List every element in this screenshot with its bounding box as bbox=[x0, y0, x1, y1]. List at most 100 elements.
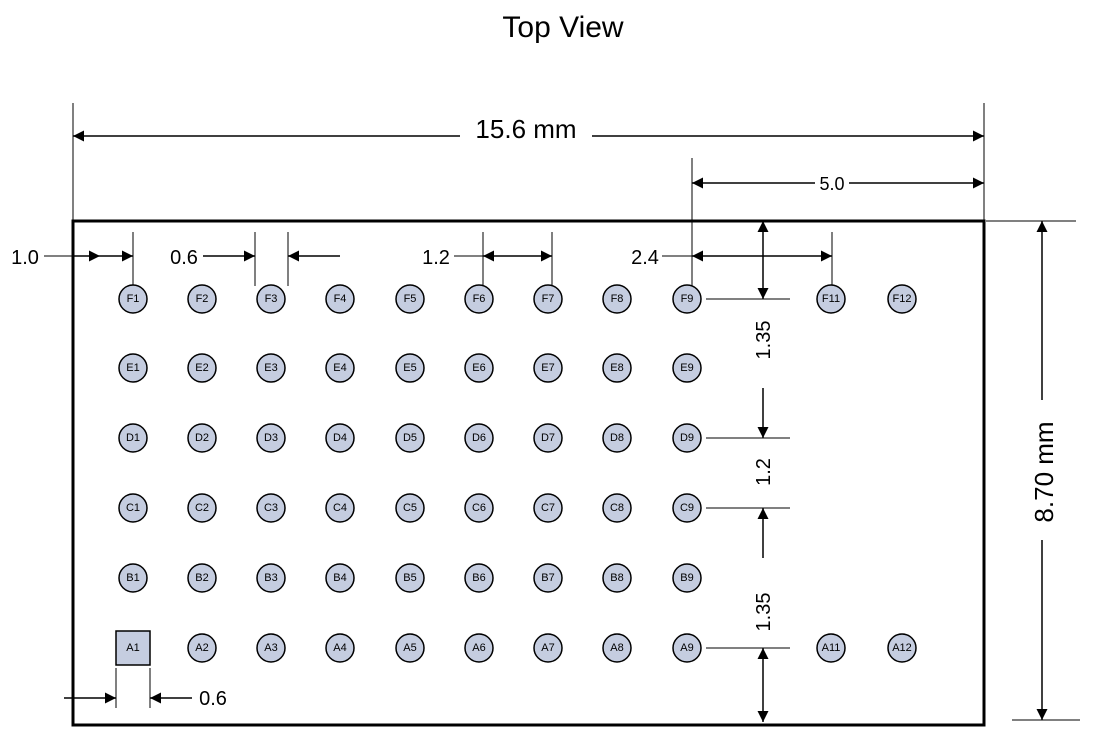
pad-shape bbox=[256, 353, 286, 383]
pad-e5: E5 bbox=[395, 353, 425, 383]
pad-label: D4 bbox=[333, 432, 347, 444]
pad-b7: B7 bbox=[533, 563, 563, 593]
pad-shape bbox=[602, 284, 632, 314]
pad-shape bbox=[118, 493, 148, 523]
pad-label: E7 bbox=[541, 362, 554, 374]
pad-shape bbox=[395, 563, 425, 593]
pad-c1: C1 bbox=[118, 493, 148, 523]
pad-shape bbox=[325, 423, 355, 453]
pad-shape bbox=[816, 284, 846, 314]
pad-b6: B6 bbox=[464, 563, 494, 593]
pad-c3: C3 bbox=[256, 493, 286, 523]
pad-shape bbox=[602, 423, 632, 453]
pad-a7: A7 bbox=[533, 633, 563, 663]
pad-label: C4 bbox=[333, 502, 347, 514]
pad-shape bbox=[672, 423, 702, 453]
pad-shape bbox=[533, 284, 563, 314]
pad-shape bbox=[672, 353, 702, 383]
pad-a8: A8 bbox=[602, 633, 632, 663]
pad-shape bbox=[325, 353, 355, 383]
pad-size-bottom-dimension: 0.6 bbox=[64, 668, 227, 710]
pad-label: A7 bbox=[541, 642, 554, 654]
pad-shape bbox=[256, 563, 286, 593]
pad-label: F4 bbox=[334, 293, 347, 305]
pad-shape bbox=[325, 493, 355, 523]
pad-label: A2 bbox=[195, 642, 208, 654]
pad-shape bbox=[533, 563, 563, 593]
pad-c6: C6 bbox=[464, 493, 494, 523]
pad-label: C6 bbox=[472, 502, 486, 514]
pad-label: B7 bbox=[541, 572, 554, 584]
pad-b4: B4 bbox=[325, 563, 355, 593]
pad-e4: E4 bbox=[325, 353, 355, 383]
pad-d2: D2 bbox=[187, 423, 217, 453]
pad-label: C3 bbox=[264, 502, 278, 514]
pad-a9: A9 bbox=[672, 633, 702, 663]
pad-b1: B1 bbox=[118, 563, 148, 593]
pad-label: D5 bbox=[403, 432, 417, 444]
pad-a1: A1 bbox=[115, 630, 151, 666]
pad-label: F3 bbox=[265, 293, 278, 305]
pad-array: F1 F2 F3 F4 F5 F6 F7 F8 F9 F11 F12 E1 E2 E3 E4 E5 E6 E7 E8… bbox=[115, 284, 917, 666]
pad-label: B5 bbox=[403, 572, 416, 584]
pad-label: E6 bbox=[472, 362, 485, 374]
pad-b3: B3 bbox=[256, 563, 286, 593]
pitch-dimension: 1.2 bbox=[422, 232, 553, 286]
pad-e3: E3 bbox=[256, 353, 286, 383]
pad-d9: D9 bbox=[672, 423, 702, 453]
pad-label: A4 bbox=[333, 642, 346, 654]
top-row-offset-label: 1.35 bbox=[753, 321, 775, 360]
pad-label: B1 bbox=[126, 572, 139, 584]
pad-shape bbox=[187, 284, 217, 314]
pad-shape bbox=[118, 563, 148, 593]
pad-label: F11 bbox=[822, 293, 840, 305]
pad-label: B6 bbox=[472, 572, 485, 584]
pad-label: E3 bbox=[264, 362, 277, 374]
pad-label: E1 bbox=[126, 362, 139, 374]
width-label: 15.6 mm bbox=[475, 114, 576, 144]
pad-shape bbox=[533, 633, 563, 663]
pad-f6: F6 bbox=[464, 284, 494, 314]
pad-shape bbox=[118, 353, 148, 383]
pad-label: A8 bbox=[610, 642, 623, 654]
pad-label: B4 bbox=[333, 572, 346, 584]
pad-shape bbox=[256, 284, 286, 314]
pad-label: F8 bbox=[611, 293, 624, 305]
height-dimension: 8.70 mm bbox=[986, 220, 1080, 721]
pad-shape bbox=[325, 563, 355, 593]
pad-shape bbox=[672, 493, 702, 523]
pad-label: E5 bbox=[403, 362, 416, 374]
right-offset-label: 5.0 bbox=[819, 174, 844, 194]
pad-shape bbox=[395, 284, 425, 314]
bottom-row-offset-dimension: 1.35 bbox=[706, 593, 790, 722]
left-margin-label: 1.0 bbox=[11, 247, 39, 269]
pitch-label: 1.2 bbox=[422, 247, 450, 269]
pad-c9: C9 bbox=[672, 493, 702, 523]
pad-shape bbox=[187, 423, 217, 453]
diagram-title: Top View bbox=[502, 11, 624, 44]
pad-d5: D5 bbox=[395, 423, 425, 453]
pad-shape bbox=[395, 353, 425, 383]
pad-d7: D7 bbox=[533, 423, 563, 453]
pad-label: D9 bbox=[680, 432, 694, 444]
pad-e6: E6 bbox=[464, 353, 494, 383]
pad-shape bbox=[533, 353, 563, 383]
pad-label: A12 bbox=[892, 642, 912, 654]
pad-d1: D1 bbox=[118, 423, 148, 453]
pad-shape bbox=[533, 493, 563, 523]
pad-c4: C4 bbox=[325, 493, 355, 523]
pad-shape bbox=[395, 423, 425, 453]
pad-shape bbox=[602, 353, 632, 383]
height-label: 8.70 mm bbox=[1029, 421, 1059, 522]
pad-label: E4 bbox=[333, 362, 346, 374]
pad-c7: C7 bbox=[533, 493, 563, 523]
gap-dimension: 2.4 bbox=[631, 232, 833, 290]
bottom-row-offset-label: 1.35 bbox=[753, 593, 775, 632]
pad-shape bbox=[464, 284, 494, 314]
pad-label: C9 bbox=[680, 502, 694, 514]
pad-a6: A6 bbox=[464, 633, 494, 663]
pad-size-bottom-label: 0.6 bbox=[199, 688, 227, 710]
pad-label: A1 bbox=[126, 642, 139, 654]
pad-e2: E2 bbox=[187, 353, 217, 383]
pad-shape bbox=[672, 284, 702, 314]
